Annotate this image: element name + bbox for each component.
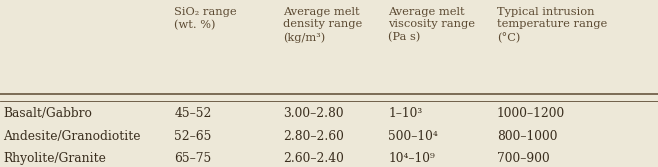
Text: 2.80–2.60: 2.80–2.60 xyxy=(283,130,344,143)
Text: SiO₂ range
(wt. %): SiO₂ range (wt. %) xyxy=(174,7,237,30)
Text: 65–75: 65–75 xyxy=(174,152,212,165)
Text: Typical intrusion
temperature range
(°C): Typical intrusion temperature range (°C) xyxy=(497,7,607,43)
Text: 10⁴–10⁹: 10⁴–10⁹ xyxy=(388,152,435,165)
Text: Average melt
density range
(kg/m³): Average melt density range (kg/m³) xyxy=(283,7,362,43)
Text: Rhyolite/Granite: Rhyolite/Granite xyxy=(3,152,106,165)
Text: 1000–1200: 1000–1200 xyxy=(497,107,565,120)
Text: 52–65: 52–65 xyxy=(174,130,212,143)
Text: Average melt
viscosity range
(Pa s): Average melt viscosity range (Pa s) xyxy=(388,7,475,43)
Text: 700–900: 700–900 xyxy=(497,152,549,165)
Text: 800–1000: 800–1000 xyxy=(497,130,557,143)
Text: Andesite/Granodiotite: Andesite/Granodiotite xyxy=(3,130,141,143)
Text: 2.60–2.40: 2.60–2.40 xyxy=(283,152,344,165)
Text: 500–10⁴: 500–10⁴ xyxy=(388,130,438,143)
Text: Basalt/Gabbro: Basalt/Gabbro xyxy=(3,107,92,120)
Text: 3.00–2.80: 3.00–2.80 xyxy=(283,107,343,120)
Text: 45–52: 45–52 xyxy=(174,107,212,120)
Text: 1–10³: 1–10³ xyxy=(388,107,422,120)
